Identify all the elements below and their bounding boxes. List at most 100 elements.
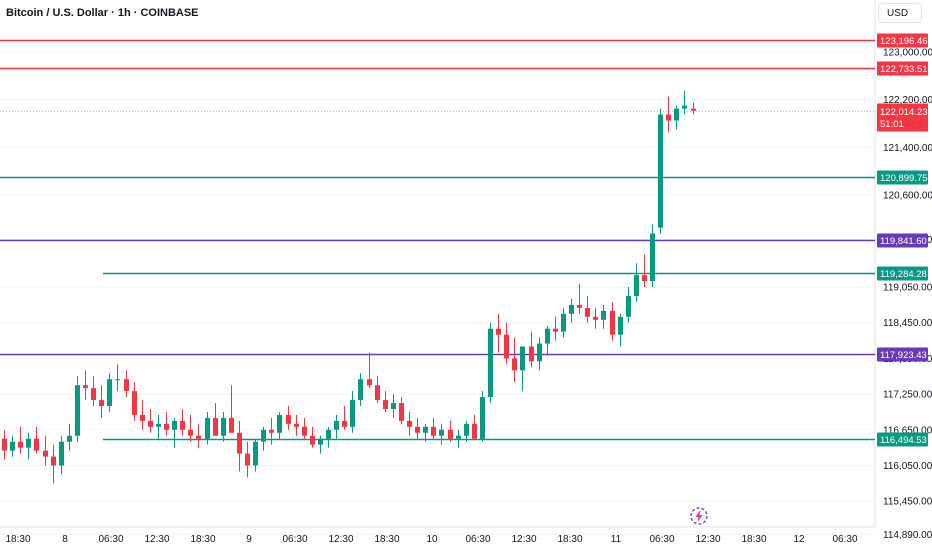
level-price-tag [877, 33, 928, 48]
x-tick-label: 18:30 [190, 534, 215, 545]
y-tick-label: 119,050.00 [883, 283, 932, 294]
candle-body [26, 438, 31, 448]
candle-body [253, 441, 258, 466]
x-tick-label: 18:30 [5, 534, 30, 545]
y-tick-label: 117,250.00 [883, 390, 932, 401]
level-price-tag [877, 233, 928, 248]
level-price-label: 119,284.28 [880, 269, 927, 280]
candle-body [67, 435, 72, 442]
x-tick-label: 06:30 [649, 534, 674, 545]
candle-body [172, 420, 177, 430]
candle-body [43, 450, 48, 457]
candle-body [245, 453, 250, 466]
y-tick-label: 115,450.00 [883, 497, 932, 508]
candle-body [496, 328, 501, 335]
y-tick-label: 120,600.00 [883, 190, 932, 201]
x-tick-label: 06:30 [465, 534, 490, 545]
x-tick-label: 11 [611, 534, 622, 545]
candle-body [415, 426, 420, 433]
y-tick-label: 122,200.00 [883, 95, 932, 106]
candle-body [504, 334, 509, 359]
level-price-tag [877, 61, 928, 76]
candle-body [512, 358, 517, 371]
x-tick-label: 12 [793, 534, 805, 545]
candle-body [205, 417, 210, 439]
candle-body [34, 438, 39, 451]
candle-countdown: 51:01 [880, 119, 904, 130]
level-price-label: 117,923.43 [880, 350, 927, 361]
candle-body [431, 426, 436, 436]
candle-body [237, 432, 242, 454]
candle-body [156, 423, 161, 427]
x-tick-label: 12:30 [695, 534, 720, 545]
candle-body [634, 275, 639, 296]
candle-body [115, 379, 120, 381]
candle-body [464, 423, 469, 436]
candle-body [188, 429, 193, 436]
candle-body [472, 423, 477, 439]
candle-body [407, 420, 412, 427]
candle-body [553, 328, 558, 332]
candle-body [180, 420, 185, 430]
candle-body [294, 423, 299, 427]
candle-body [358, 379, 363, 401]
chart-title: Bitcoin / U.S. Dollar · 1h · COINBASE [6, 7, 199, 19]
candle-body [682, 105, 687, 109]
level-price-label: 116,494.53 [880, 435, 927, 446]
x-tick-label: 12:30 [328, 534, 353, 545]
candle-body [367, 379, 372, 386]
candle-body [326, 429, 331, 439]
candle-body [618, 316, 623, 335]
level-price-tag [877, 432, 928, 447]
candle-body [302, 426, 307, 436]
candle-body [132, 391, 137, 415]
candle-body [229, 417, 234, 433]
level-price-label: 122,733.51 [880, 64, 928, 75]
currency-button[interactable]: USD [878, 3, 922, 23]
candle-body [577, 304, 582, 308]
candle-body [439, 429, 444, 436]
candle-body [480, 397, 485, 439]
level-price-tag [877, 266, 928, 281]
x-tick-label: 18:30 [741, 534, 766, 545]
x-tick-label: 8 [62, 534, 68, 545]
level-price-label: 123,196.46 [880, 36, 928, 47]
candle-body [585, 307, 590, 317]
y-tick-label: 118,450.00 [883, 318, 932, 329]
candle-body [277, 414, 282, 433]
candle-body [196, 435, 201, 439]
candle-body [601, 310, 606, 320]
candle-body [383, 400, 388, 409]
candle-body [626, 295, 631, 317]
candle-body [610, 310, 615, 335]
candle-body [593, 316, 598, 320]
candle-body [213, 417, 218, 436]
y-tick-label: 116,050.00 [883, 461, 932, 472]
candle-body [569, 304, 574, 314]
candle-body [269, 429, 274, 433]
candle-body [10, 441, 15, 451]
candle-body [448, 429, 453, 439]
candle-body [148, 420, 153, 427]
y-tick-label: 116,650.00 [883, 425, 932, 436]
x-tick-label: 12:30 [144, 534, 169, 545]
x-tick-label: 06:30 [832, 534, 857, 545]
candle-body [164, 423, 169, 430]
x-tick-label: 18:30 [557, 534, 582, 545]
candle-body [537, 343, 542, 362]
candle-body [91, 388, 96, 401]
x-tick-label: 06:30 [282, 534, 307, 545]
candle-body [124, 379, 129, 392]
candle-body [674, 108, 679, 121]
candle-body [658, 114, 663, 228]
candle-body [261, 429, 266, 442]
candle-body [99, 400, 104, 407]
candle-body [666, 114, 671, 121]
candle-body [286, 414, 291, 424]
candle-body [350, 400, 355, 427]
candle-body [107, 379, 112, 407]
candle-body [318, 438, 323, 445]
candle-body [545, 328, 550, 344]
y-tick-label: 114,890.00 [883, 530, 932, 541]
